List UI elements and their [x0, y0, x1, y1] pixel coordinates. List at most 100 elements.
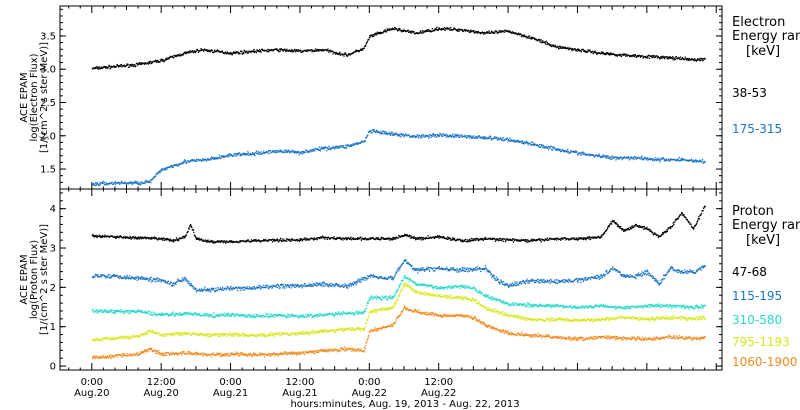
data-point [295, 49, 297, 52]
data-point [555, 279, 558, 281]
data-point [335, 238, 337, 240]
data-point [404, 259, 406, 261]
data-point [610, 158, 613, 161]
data-point [621, 158, 623, 161]
data-point [437, 29, 439, 31]
data-point [499, 282, 501, 284]
data-point [501, 282, 504, 284]
data-point [446, 238, 448, 241]
data-point [581, 237, 583, 239]
data-point [265, 151, 267, 154]
data-point [98, 66, 100, 68]
data-point [369, 238, 372, 240]
data-point [285, 50, 287, 52]
data-point [694, 160, 696, 162]
data-point [288, 286, 291, 289]
data-point [188, 280, 190, 282]
data-point [286, 240, 288, 242]
electron-axis-ticks [60, 6, 722, 190]
data-point [331, 285, 333, 287]
data-point [523, 34, 525, 36]
data-point [406, 235, 408, 237]
data-point [151, 281, 153, 283]
data-point [494, 278, 496, 280]
data-point [481, 237, 483, 240]
data-point [352, 237, 354, 239]
data-point [110, 67, 112, 69]
data-point [493, 275, 496, 277]
data-point [262, 240, 264, 242]
data-point [166, 238, 169, 240]
data-point [410, 264, 412, 267]
proton-y-axis-title: ACE EPAM log(Proton Flux) [1/(cm^2 s ster … [19, 224, 50, 335]
data-point [148, 61, 150, 63]
data-point [483, 137, 485, 139]
data-point [210, 239, 212, 242]
data-point [465, 136, 467, 138]
data-point [139, 182, 141, 184]
data-point [450, 267, 452, 269]
data-point [584, 51, 587, 53]
data-point [653, 54, 655, 57]
data-point [570, 48, 573, 50]
data-point [664, 159, 666, 161]
data-point [434, 29, 437, 31]
data-point [702, 207, 705, 209]
data-point [546, 281, 548, 283]
data-point [271, 49, 274, 51]
data-point [141, 236, 143, 239]
data-point [687, 220, 690, 223]
data-point [172, 55, 174, 57]
data-point [231, 240, 233, 242]
data-point [617, 224, 619, 226]
data-point [552, 44, 554, 46]
data-point [97, 276, 99, 278]
data-point [389, 239, 391, 241]
data-point [392, 236, 394, 239]
data-point [507, 238, 509, 241]
data-point [528, 35, 531, 37]
data-point [542, 145, 545, 147]
data-point [499, 138, 501, 140]
data-point [526, 37, 528, 39]
data-point [237, 53, 240, 55]
data-point [645, 157, 647, 160]
data-point [126, 63, 128, 65]
data-point [273, 240, 275, 242]
data-point [320, 236, 323, 238]
data-point [201, 288, 203, 290]
data-point [404, 134, 406, 137]
data-point [598, 51, 600, 54]
data-point [120, 64, 122, 66]
data-point [619, 54, 622, 57]
data-point [233, 51, 235, 54]
data-point [659, 56, 662, 58]
data-point [354, 144, 356, 146]
data-point [674, 58, 676, 60]
data-point [624, 229, 627, 231]
data-point [331, 283, 334, 285]
data-point [560, 46, 562, 48]
data-point [334, 238, 336, 240]
data-point [455, 134, 458, 137]
data-point [106, 183, 108, 185]
data-point [320, 147, 322, 150]
data-point [564, 46, 567, 48]
data-point [418, 134, 420, 136]
data-point [252, 50, 255, 52]
data-point [223, 155, 225, 157]
data-point [492, 274, 495, 276]
data-point [472, 135, 474, 138]
data-point [599, 155, 601, 158]
data-point [693, 228, 695, 230]
data-point [405, 234, 407, 236]
data-point [458, 30, 460, 32]
data-point [681, 211, 683, 214]
data-point [311, 150, 313, 152]
data-point [104, 234, 106, 236]
data-point [603, 53, 606, 55]
data-point [190, 225, 192, 227]
data-point [414, 136, 416, 138]
data-point [388, 237, 390, 239]
data-point [166, 282, 169, 284]
